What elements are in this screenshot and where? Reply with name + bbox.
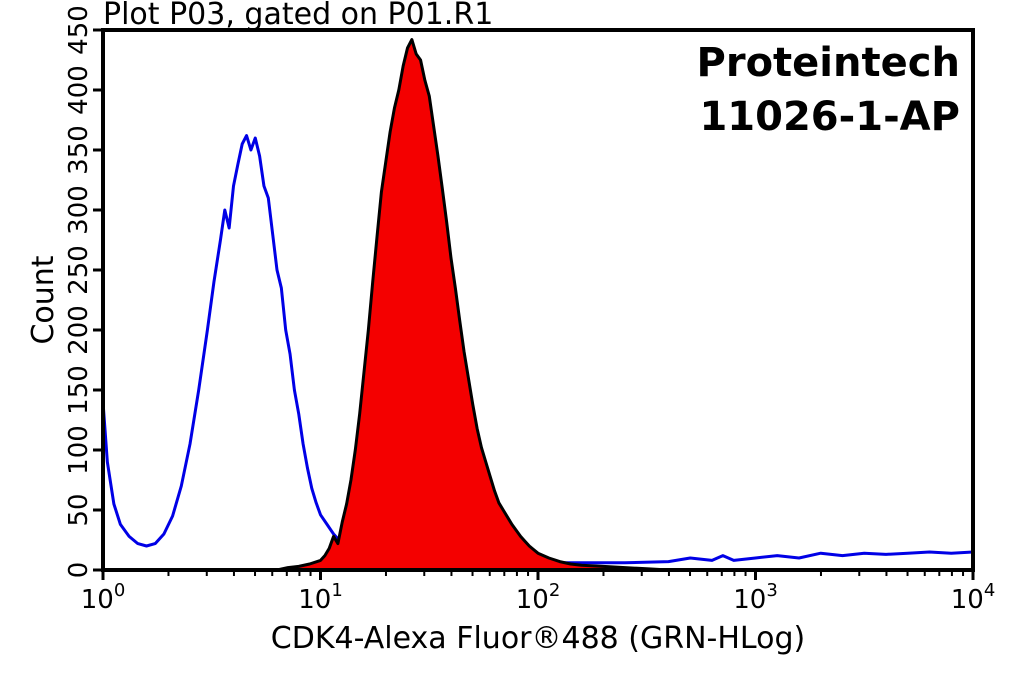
- y-tick-label: 250: [64, 245, 94, 295]
- plot-title: Plot P03, gated on P01.R1: [103, 0, 493, 32]
- x-axis-title: CDK4-Alexa Fluor®488 (GRN-HLog): [271, 621, 805, 656]
- y-tick-label: 350: [64, 125, 94, 175]
- y-tick-label: 300: [64, 185, 94, 235]
- annotation-brand: Proteintech: [697, 40, 960, 86]
- y-tick-label: 150: [64, 365, 94, 415]
- y-tick-label: 400: [64, 65, 94, 115]
- chart-container: 050100150200250300350400450Count10010110…: [0, 0, 1015, 683]
- y-tick-label: 200: [64, 305, 94, 355]
- y-axis-title: Count: [26, 255, 61, 344]
- y-tick-label: 100: [64, 425, 94, 475]
- annotation-catalog: 11026-1-AP: [699, 94, 959, 140]
- flow-histogram: 050100150200250300350400450Count10010110…: [0, 0, 1015, 683]
- y-tick-label: 50: [64, 493, 94, 526]
- y-tick-label: 0: [64, 562, 94, 579]
- y-tick-label: 450: [64, 5, 94, 55]
